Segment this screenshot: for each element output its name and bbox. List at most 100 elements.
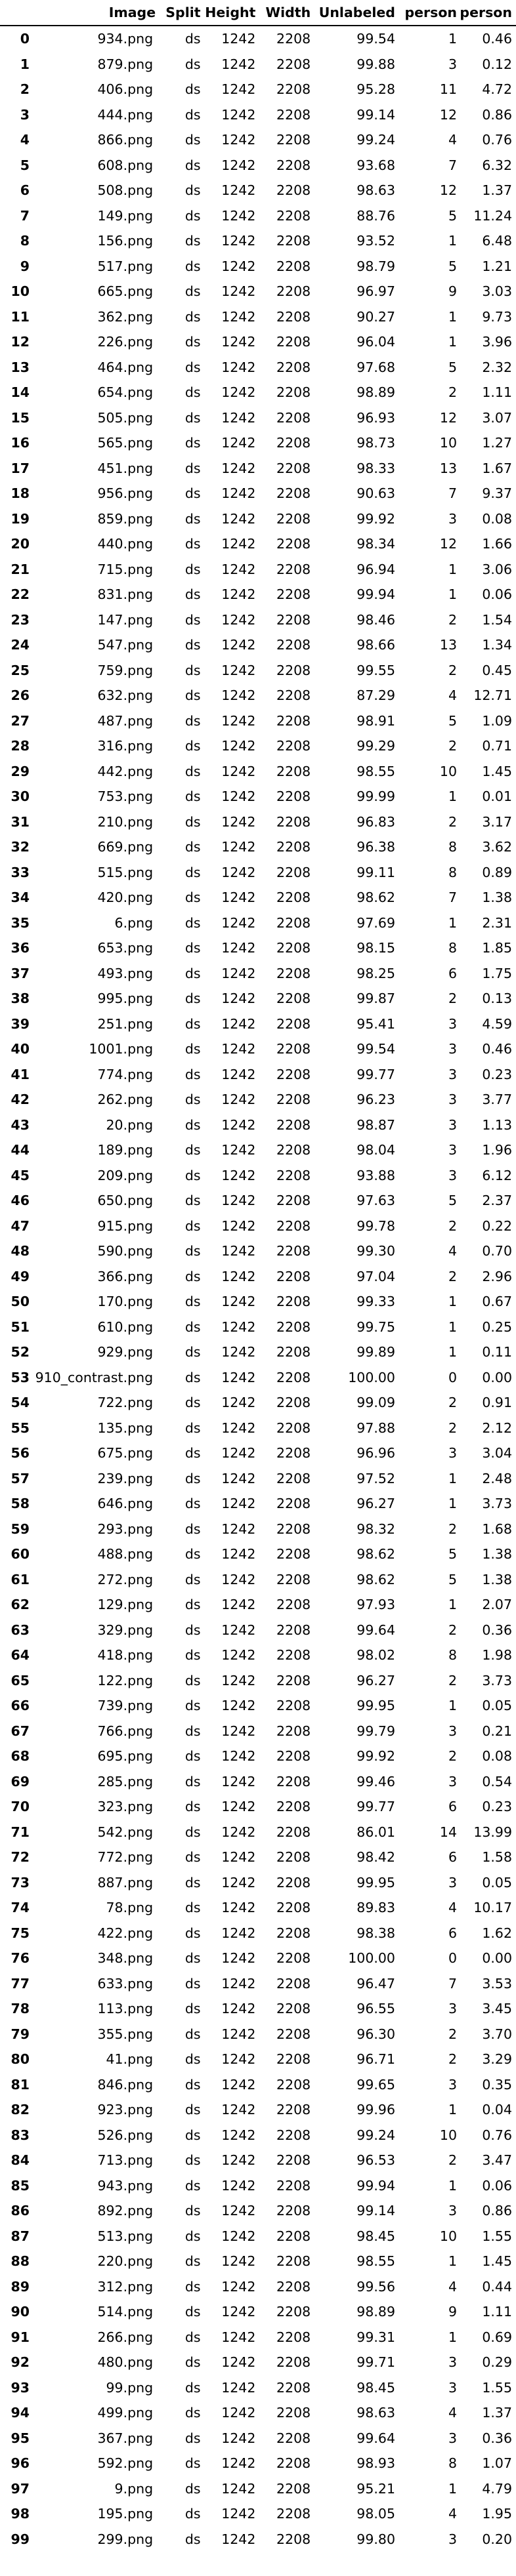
person-percent-cell: 0.46 [482, 31, 512, 47]
row-index: 25 [11, 662, 30, 678]
row-index: 49 [11, 1268, 30, 1284]
height-cell: 1242 [221, 738, 256, 754]
person-count-cell: 4 [448, 1900, 458, 1915]
image-cell: 262.png [97, 1092, 154, 1107]
row-index: 30 [11, 788, 30, 804]
person-count-cell: 9 [448, 2304, 458, 2320]
split-cell: ds [184, 2203, 201, 2218]
split-cell: ds [184, 1950, 201, 1966]
unlabeled-cell: 96.30 [356, 2026, 395, 2042]
width-cell: 2208 [276, 2152, 311, 2168]
width-cell: 2208 [276, 2531, 311, 2547]
table-row: 85 943.png ds 1242 2208 99.94 1 0.06 [0, 2173, 516, 2199]
table-row: 29 442.png ds 1242 2208 98.55 10 1.45 [0, 759, 516, 785]
height-cell: 1242 [221, 1142, 256, 1158]
height-cell: 1242 [221, 1723, 256, 1739]
unlabeled-cell: 98.89 [356, 2304, 395, 2320]
width-cell: 2208 [276, 1041, 311, 1057]
person-count-cell: 13 [439, 637, 458, 653]
unlabeled-cell: 95.21 [356, 2480, 395, 2497]
person-count-cell: 5 [448, 1546, 458, 1562]
person-count-cell: 1 [448, 2102, 458, 2117]
image-cell: 923.png [97, 2102, 154, 2117]
row-index: 68 [11, 1748, 30, 1764]
width-cell: 2208 [276, 2102, 311, 2117]
width-cell: 2208 [276, 561, 311, 577]
person-count-cell: 8 [448, 839, 458, 855]
height-cell: 1242 [221, 157, 256, 173]
height-cell: 1242 [221, 2051, 256, 2067]
width-cell: 2208 [276, 965, 311, 981]
image-cell: 505.png [97, 409, 154, 426]
person-count-cell: 2 [448, 1521, 458, 1537]
unlabeled-cell: 93.88 [356, 1167, 395, 1183]
height-cell: 1242 [221, 2001, 256, 2016]
row-index: 82 [11, 2102, 30, 2117]
table-row: 99 299.png ds 1242 2208 99.80 3 0.20 [0, 2527, 516, 2552]
unlabeled-cell: 99.30 [356, 1243, 395, 1259]
width-cell: 2208 [276, 712, 311, 729]
person-percent-cell: 2.07 [482, 1597, 512, 1612]
unlabeled-cell: 99.09 [356, 1395, 395, 1410]
image-cell: 879.png [97, 56, 154, 72]
image-cell: 513.png [97, 2228, 154, 2244]
row-index: 39 [11, 1015, 30, 1032]
image-cell: 892.png [97, 2203, 154, 2218]
unlabeled-cell: 90.63 [356, 485, 395, 501]
split-cell: ds [184, 1319, 201, 1335]
table-row: 37 493.png ds 1242 2208 98.25 6 1.75 [0, 961, 516, 987]
row-index: 8 [20, 233, 30, 249]
person-count-cell: 3 [448, 1445, 458, 1461]
unlabeled-cell: 99.55 [356, 662, 395, 678]
image-cell: 299.png [97, 2531, 154, 2547]
split-cell: ds [184, 2026, 201, 2042]
width-cell: 2208 [276, 308, 311, 325]
person-percent-cell: 4.79 [482, 2480, 512, 2497]
person-count-cell: 1 [448, 1698, 458, 1713]
height-cell: 1242 [221, 81, 256, 97]
image-cell: 422.png [97, 1925, 154, 1941]
table-row: 46 650.png ds 1242 2208 97.63 5 2.37 [0, 1188, 516, 1214]
person-percent-cell: 3.62 [482, 839, 512, 855]
row-index: 84 [11, 2152, 30, 2168]
row-index: 61 [11, 1571, 30, 1587]
unlabeled-cell: 97.88 [356, 1420, 395, 1436]
unlabeled-cell: 98.02 [356, 1647, 395, 1663]
image-cell: 147.png [97, 611, 154, 628]
split-cell: ds [184, 485, 201, 501]
split-cell: ds [184, 1066, 201, 1082]
table-header: Image Split Height Width Unlabeled perso… [0, 0, 516, 26]
person-count-cell: 5 [448, 1193, 458, 1208]
split-cell: ds [184, 1445, 201, 1461]
split-cell: ds [184, 965, 201, 981]
split-cell: ds [184, 611, 201, 628]
person-count-cell: 3 [448, 1066, 458, 1082]
width-cell: 2208 [276, 1622, 311, 1638]
unlabeled-cell: 98.55 [356, 763, 395, 779]
image-cell: 493.png [97, 965, 154, 981]
person-percent-cell: 3.03 [482, 283, 512, 299]
split-cell: ds [184, 536, 201, 552]
height-cell: 1242 [221, 914, 256, 931]
height-cell: 1242 [221, 1647, 256, 1663]
person-percent-cell: 0.76 [482, 132, 512, 148]
height-cell: 1242 [221, 1092, 256, 1107]
person-percent-cell: 2.96 [482, 1268, 512, 1284]
table-row: 44 189.png ds 1242 2208 98.04 3 1.96 [0, 1137, 516, 1163]
person-count-cell: 1 [448, 2480, 458, 2497]
unlabeled-cell: 99.96 [356, 2102, 395, 2117]
height-cell: 1242 [221, 813, 256, 830]
person-percent-cell: 1.55 [482, 2379, 512, 2396]
split-cell: ds [184, 914, 201, 931]
image-cell: 41.png [106, 2051, 154, 2067]
person-percent-cell: 4.72 [482, 81, 512, 97]
split-cell: ds [184, 788, 201, 804]
row-index: 0 [20, 31, 30, 47]
person-count-cell: 2 [448, 1622, 458, 1638]
unlabeled-cell: 99.99 [356, 788, 395, 804]
width-cell: 2208 [276, 1597, 311, 1612]
height-cell: 1242 [221, 1496, 256, 1511]
width-cell: 2208 [276, 611, 311, 628]
table-row: 33 515.png ds 1242 2208 99.11 8 0.89 [0, 860, 516, 886]
split-cell: ds [184, 1193, 201, 1208]
